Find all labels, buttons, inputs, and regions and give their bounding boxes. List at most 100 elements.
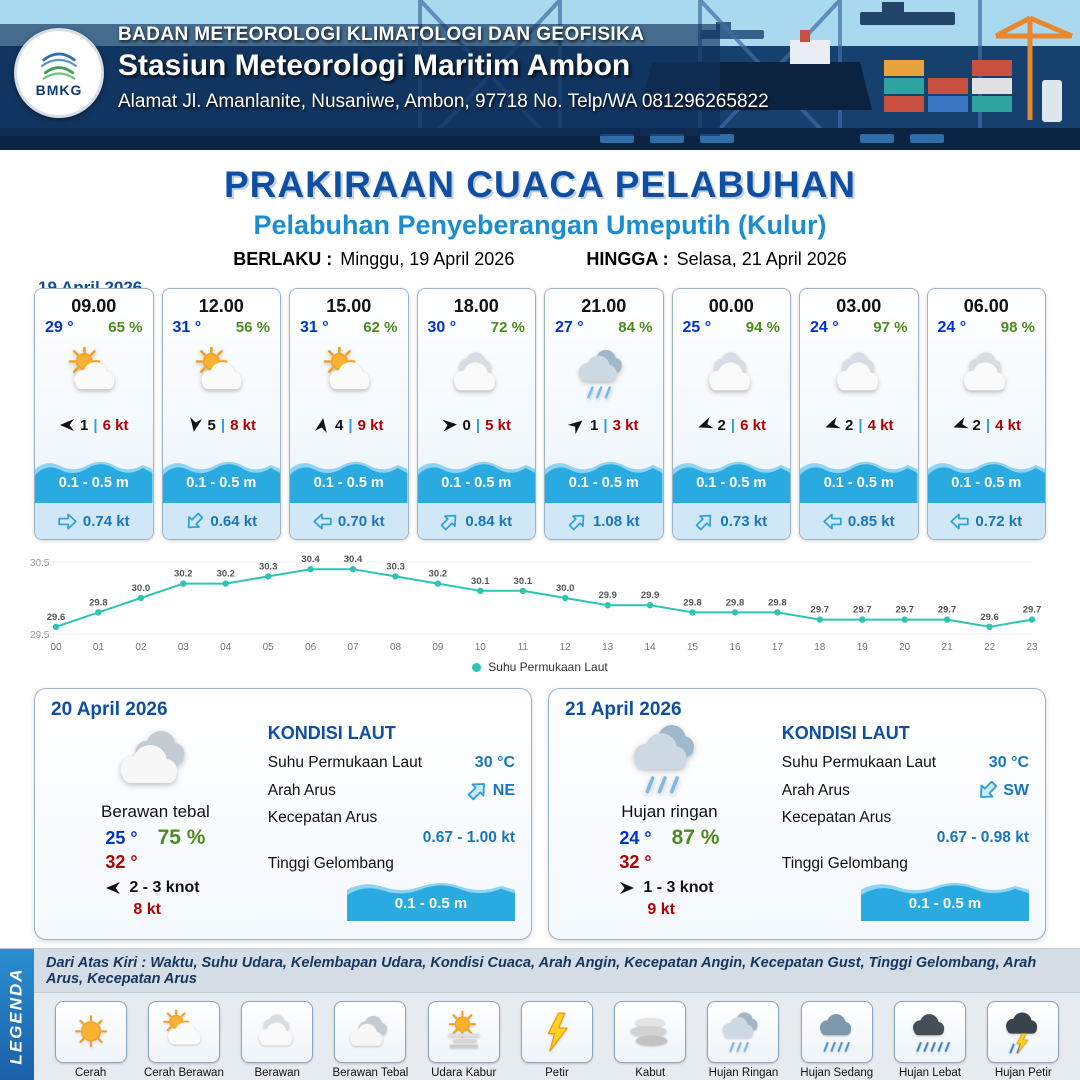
wave-height-band: 0.1 - 0.5 m [545, 453, 663, 503]
wave-height-band: 0.1 - 0.5 m [35, 453, 153, 503]
title-section: PRAKIRAAN CUACA PELABUHAN Pelabuhan Peny… [0, 150, 1080, 297]
divider: | [985, 416, 991, 434]
berawan-tebal-icon [334, 1001, 407, 1063]
hourly-card: 09.00 29 ° 65 % 1 | 6 kt 0.1 - 0.5 m 0.7… [34, 288, 154, 540]
divider: | [348, 416, 353, 434]
sst-legend-label: Suhu Permukaan Laut [488, 660, 608, 674]
svg-text:07: 07 [347, 642, 359, 653]
svg-text:17: 17 [772, 642, 784, 653]
svg-text:21: 21 [942, 642, 954, 653]
wind-row: 1 | 3 kt [545, 411, 663, 439]
air-temp: 27 ° [555, 319, 584, 336]
wind-row: 0 | 5 kt [418, 411, 536, 439]
hourly-card: 12.00 31 ° 56 % 5 | 8 kt 0.1 - 0.5 m 0.6… [161, 288, 281, 540]
daily-date: 21 April 2026 [565, 699, 682, 720]
hourly-card: 06.00 24 ° 98 % 2 | 4 kt 0.1 - 0.5 m 0.7… [926, 288, 1046, 540]
wind-speed: 5 [207, 416, 216, 434]
current-speed-label: Kecepatan Arus [781, 809, 892, 826]
weather-icon-hujan-ringan [545, 337, 663, 411]
hujan-sedang-icon [800, 1001, 873, 1063]
current-direction-arrow [185, 512, 204, 531]
wave-height-value: 0.1 - 0.5 m [186, 475, 257, 491]
air-temp: 30 ° [427, 319, 457, 336]
page-subtitle: Pelabuhan Penyeberangan Umeputih (Kulur) [253, 210, 827, 240]
wind-direction-arrow [824, 416, 841, 433]
humidity: 84 % [618, 319, 653, 336]
legend-item-label: Udara Kabur [431, 1067, 497, 1079]
wind-row: 2 - 3 knot [105, 879, 205, 897]
svg-text:06: 06 [305, 642, 317, 653]
current-direction-arrow [950, 512, 970, 531]
divider: | [730, 416, 736, 434]
wind-row: 2 | 6 kt [673, 411, 791, 439]
bmkg-logo-text: BMKG [35, 82, 83, 98]
wind-direction-arrow [952, 416, 969, 433]
current-speed-value: 0.67 - 0.98 kt [936, 829, 1029, 846]
current-direction: SW [1003, 781, 1029, 799]
gust-speed: 3 kt [612, 416, 639, 434]
legend-section: LEGENDA Dari Atas Kiri : Waktu, Suhu Uda… [0, 948, 1080, 1080]
svg-text:29.8: 29.8 [726, 597, 745, 608]
sst-value: 30 °C [988, 754, 1029, 771]
time-label: 18.00 [453, 296, 499, 316]
wind-row: 2 | 4 kt [800, 411, 918, 439]
hourly-card: 21.00 27 ° 84 % 1 | 3 kt 0.1 - 0.5 m 1.0… [544, 288, 664, 540]
temp-min: 24 ° [619, 828, 652, 848]
wave-height-band: 0.1 - 0.5 m [417, 453, 535, 503]
wind-range: 1 - 3 knot [643, 879, 714, 896]
divider: | [603, 416, 608, 434]
current-direction-arrow [695, 512, 714, 531]
wind-speed: 1 [590, 416, 599, 434]
time-label: 03.00 [836, 296, 882, 316]
svg-text:23: 23 [1026, 642, 1038, 653]
legend-item: Hujan Lebat [885, 1001, 974, 1080]
temp-max: 32 ° [105, 852, 138, 872]
svg-text:11: 11 [518, 642, 529, 653]
wind-direction-arrow [567, 417, 585, 435]
legend-item: Cerah [46, 1001, 135, 1080]
berlaku-value: Minggu, 19 April 2026 [340, 249, 515, 269]
gust-speed: 9 kt [357, 416, 384, 434]
legend-item: Udara Kabur [419, 1001, 508, 1080]
gust-speed: 8 kt [133, 901, 161, 918]
weather-icon-berawan [928, 337, 1046, 411]
current-speed: 0.84 kt [465, 512, 513, 530]
hujan-lebat-icon [894, 1001, 967, 1063]
gust-speed: 5 kt [485, 416, 511, 434]
current-direction-label: Arah Arus [781, 781, 850, 799]
current-direction-arrow [823, 512, 842, 531]
sea-conditions-panel: KONDISI LAUT Suhu Permukaan Laut 30 °C A… [774, 721, 1029, 929]
time-label: 12.00 [198, 296, 244, 316]
station-name: Stasiun Meteorologi Maritim Ambon [118, 49, 631, 82]
sst-value: 30 °C [474, 754, 515, 771]
legend-item: Hujan Ringan [699, 1001, 788, 1080]
time-label: 00.00 [708, 296, 754, 316]
divider: | [93, 416, 98, 434]
wind-speed: 1 [80, 416, 89, 434]
current-row: 0.70 kt [290, 503, 408, 539]
wind-direction-arrow [697, 416, 714, 433]
legend-item: Berawan Tebal [326, 1001, 415, 1080]
current-direction-arrow [568, 512, 587, 531]
gust-speed: 4 kt [867, 416, 894, 434]
wave-height-value: 0.1 - 0.5 m [313, 475, 384, 491]
weather-icon-cerah-berawan [290, 337, 408, 411]
header-harbor-illustration [0, 0, 1080, 150]
humidity: 75 % [157, 826, 206, 849]
sea-conditions-title: KONDISI LAUT [781, 723, 910, 743]
svg-text:29.8: 29.8 [89, 597, 108, 608]
svg-text:29.7: 29.7 [938, 605, 957, 616]
wind-direction-arrow [619, 880, 635, 896]
legend-title: LEGENDA [7, 967, 26, 1065]
wind-row: 1 - 3 knot [619, 879, 719, 897]
gust-speed: 6 kt [740, 416, 766, 434]
legend-item: Berawan [233, 1001, 322, 1080]
legend-item-label: Cerah Berawan [143, 1067, 224, 1079]
svg-text:19: 19 [857, 642, 869, 653]
hourly-card: 15.00 31 ° 62 % 4 | 9 kt 0.1 - 0.5 m 0.7… [289, 288, 409, 540]
time-label: 06.00 [963, 296, 1009, 316]
sst-chart-section: 30.5 29.5 29.6 00 29.8 01 30.0 02 30.2 03 30.2 04 30… [0, 540, 1080, 682]
svg-text:30.2: 30.2 [174, 569, 193, 580]
current-direction-label: Arah Arus [267, 781, 336, 799]
